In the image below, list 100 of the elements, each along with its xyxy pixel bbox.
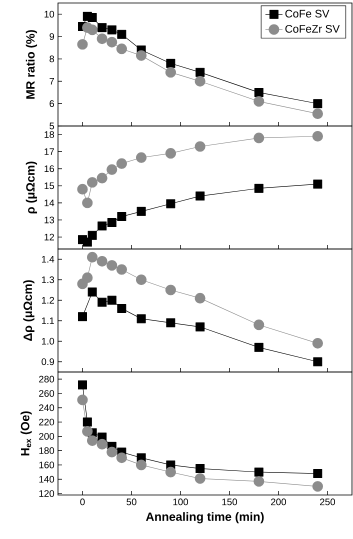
point [312, 338, 323, 349]
point [86, 435, 98, 446]
x-tick-label: 200 [271, 498, 286, 506]
point [196, 322, 205, 332]
point [107, 296, 116, 305]
point [166, 199, 176, 208]
point [96, 33, 108, 44]
y-tick-label: 9 [50, 33, 54, 40]
point [196, 464, 205, 474]
point [196, 192, 205, 201]
x-tick-label: 250 [320, 498, 336, 506]
point [116, 44, 127, 54]
point [106, 164, 118, 175]
point [166, 318, 176, 328]
point [136, 314, 146, 324]
y-tick-label: 8 [50, 56, 54, 62]
y-tick-label: 160 [39, 462, 54, 468]
point [165, 148, 176, 159]
point [254, 132, 264, 144]
y-tick-label: 5 [50, 122, 54, 130]
point [96, 438, 108, 450]
point [313, 469, 322, 478]
point [254, 96, 264, 107]
y-axis-title: H$_{ex}$ (Oe) [20, 411, 32, 456]
point [77, 184, 88, 195]
point [88, 288, 97, 297]
point [194, 473, 206, 484]
point [98, 298, 107, 307]
point [136, 50, 147, 61]
point [117, 212, 126, 222]
point [254, 184, 264, 193]
point [165, 466, 176, 478]
point [82, 418, 92, 427]
point [106, 446, 118, 458]
point [165, 67, 176, 78]
point [107, 218, 116, 228]
x-axis-title: Annealing time (min) [146, 512, 264, 524]
y-tick-label: 120 [39, 490, 54, 497]
y-tick-label: 15 [44, 182, 54, 190]
point [194, 76, 206, 87]
point [196, 68, 205, 77]
point [254, 88, 264, 97]
point [313, 99, 322, 108]
point [117, 304, 126, 313]
point [77, 394, 88, 406]
point [136, 152, 147, 163]
y-axis-title: MR ratio (%) [26, 30, 38, 99]
point [194, 292, 206, 304]
point [117, 30, 126, 39]
y-tick-label: 14 [44, 200, 54, 206]
point [116, 452, 127, 464]
point [106, 260, 118, 271]
point [254, 320, 264, 330]
point [312, 130, 323, 142]
y-axis-title: ρ (μΩcm) [26, 162, 38, 214]
point [78, 312, 87, 322]
point [88, 230, 97, 240]
y-tick-label: 140 [39, 476, 54, 483]
point [98, 23, 107, 32]
point [82, 272, 93, 284]
point [77, 39, 88, 50]
point [116, 264, 127, 275]
x-tick-label: 0 [80, 498, 85, 506]
x-tick-label: 100 [173, 498, 188, 506]
y-tick-label: 200 [39, 432, 54, 440]
y-tick-label: 1.4 [42, 256, 54, 263]
point [96, 172, 108, 184]
y-tick-label: 1.2 [42, 296, 54, 304]
y-tick-label: 240 [39, 404, 54, 412]
point [312, 108, 323, 119]
point [166, 58, 176, 68]
y-tick-label: 18 [44, 131, 54, 138]
y-axis-title: Δρ (μΩcm) [23, 280, 34, 341]
point [194, 141, 206, 152]
point [165, 284, 176, 296]
point [87, 177, 98, 188]
y-tick-label: 12 [44, 234, 54, 240]
point [82, 426, 93, 437]
y-tick-label: 7 [50, 78, 54, 85]
x-tick-label: 150 [222, 498, 238, 506]
point [136, 206, 146, 216]
point [312, 481, 323, 492]
point [313, 180, 322, 189]
legend-label: CoFe SV [285, 10, 330, 18]
y-tick-label: 1.0 [42, 338, 54, 345]
y-tick-label: 10 [44, 10, 54, 18]
y-tick-label: 16 [44, 165, 54, 172]
y-tick-label: 220 [39, 418, 54, 426]
point [78, 380, 87, 390]
point [254, 342, 264, 352]
point [116, 158, 127, 169]
point [254, 476, 264, 487]
point [86, 252, 98, 263]
y-tick-label: 1.3 [42, 276, 54, 284]
y-tick-label: 260 [39, 390, 54, 397]
point [136, 274, 147, 286]
y-tick-label: 13 [44, 216, 54, 224]
y-tick-label: 280 [39, 376, 54, 383]
y-tick-label: 1.1 [42, 317, 54, 324]
point [254, 468, 264, 477]
